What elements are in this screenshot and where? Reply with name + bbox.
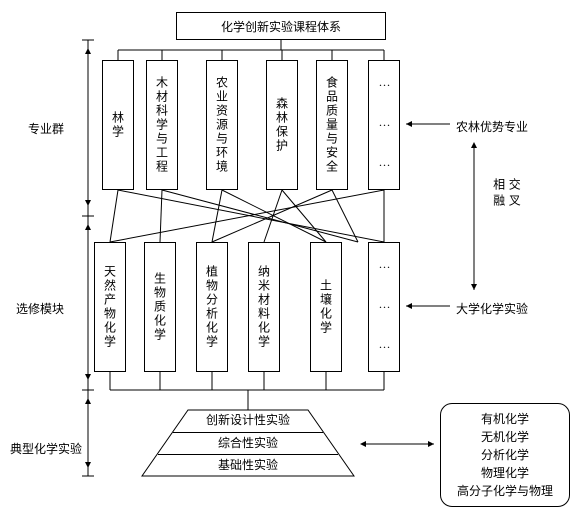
- row2-box-5: … … …: [368, 242, 400, 372]
- row1-right-label: 农林优势专业: [456, 118, 528, 135]
- row1-box-4: 食品质量与安全: [316, 60, 348, 190]
- pyr-level-2: 基础性实验: [158, 454, 338, 476]
- row2-box-4: 土壤化学: [310, 242, 342, 372]
- row2-box-2: 植物分析化学: [196, 242, 228, 372]
- row1-box-0: 林学: [102, 60, 134, 190]
- row1-box-3: 森林保护: [266, 60, 298, 190]
- row1-box-1: 木材科学与工程: [146, 60, 178, 190]
- row1-box-2: 农业资源与环境: [206, 60, 238, 190]
- row2-box-1: 生物质化学: [144, 242, 176, 372]
- pyr-level-0: 创新设计性实验: [188, 410, 308, 432]
- right-subjects-box: 有机化学 无机化学 分析化学 物理化学 高分子化学与物理: [440, 403, 570, 507]
- row1-box-5: … … …: [368, 60, 400, 190]
- title-box: 化学创新实验课程体系: [176, 12, 386, 40]
- diagram-root: 化学创新实验课程体系 专业群 选修模块 典型化学实验 林学 木材科学与工程 农业…: [10, 10, 575, 503]
- row2-box-0: 天然产物化学: [94, 242, 126, 372]
- row2-box-3: 纳米材料化学: [248, 242, 280, 372]
- pyr-level-1: 综合性实验: [173, 432, 323, 454]
- row2-right-label: 大学化学实验: [456, 300, 528, 317]
- left-label-2: 选修模块: [16, 300, 64, 317]
- left-label-3: 典型化学实验: [10, 440, 82, 457]
- title-text: 化学创新实验课程体系: [221, 18, 341, 35]
- middle-label: 交叉 相融: [490, 178, 521, 210]
- left-label-1: 专业群: [28, 120, 64, 137]
